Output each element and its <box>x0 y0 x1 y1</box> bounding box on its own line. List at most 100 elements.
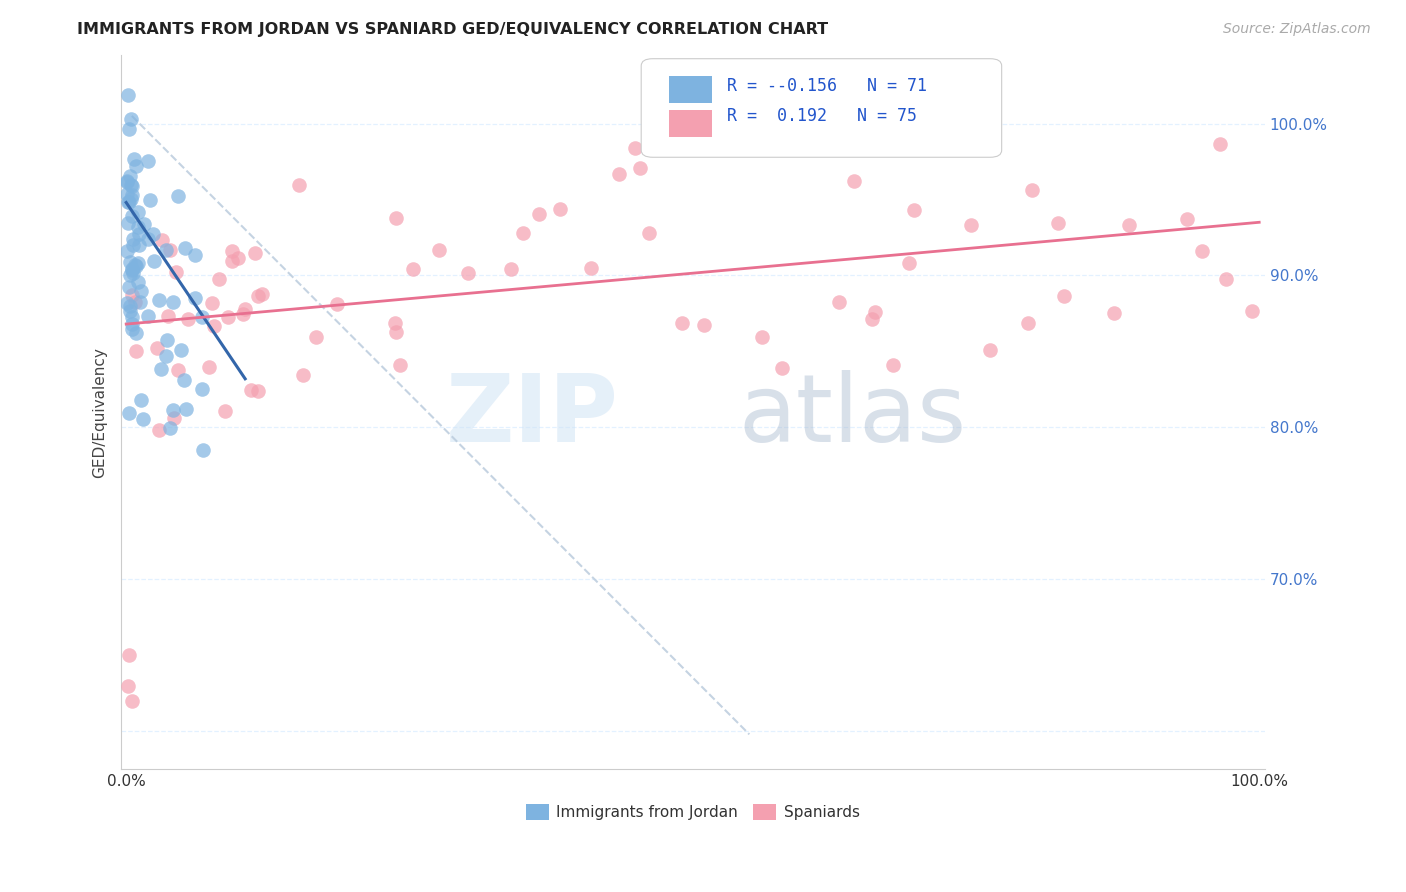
Point <box>214 403 236 417</box>
Point <box>115 244 138 258</box>
Point <box>233 301 256 316</box>
Point <box>232 307 254 321</box>
FancyBboxPatch shape <box>641 59 1001 157</box>
Point <box>131 412 153 426</box>
Point <box>384 316 406 330</box>
Point <box>228 251 250 265</box>
Point <box>979 343 1001 357</box>
Text: R = --0.156   N = 71: R = --0.156 N = 71 <box>727 77 927 95</box>
Point <box>751 329 773 343</box>
Point <box>122 232 145 246</box>
Point <box>148 293 170 307</box>
Point <box>385 211 408 225</box>
Point <box>145 342 167 356</box>
Point <box>388 358 411 372</box>
Point <box>115 175 138 189</box>
Point <box>139 193 162 207</box>
Point <box>125 160 148 174</box>
Point <box>132 218 155 232</box>
Point <box>1175 211 1198 226</box>
Point <box>127 256 149 270</box>
Point <box>162 403 184 417</box>
Point <box>120 255 142 269</box>
Point <box>120 303 142 318</box>
Point <box>960 219 983 233</box>
Point <box>384 325 406 339</box>
Point <box>165 265 187 279</box>
Point <box>125 326 148 341</box>
Point <box>457 266 479 280</box>
Point <box>1017 316 1039 330</box>
Point <box>177 312 200 326</box>
Point <box>501 261 523 276</box>
Point <box>173 373 195 387</box>
Point <box>129 284 152 298</box>
Point <box>305 330 328 344</box>
Point <box>121 209 143 223</box>
Point <box>121 310 143 324</box>
Point <box>121 178 143 193</box>
Point <box>173 240 195 254</box>
Point <box>128 227 150 241</box>
Point <box>122 152 145 166</box>
Point <box>166 188 188 202</box>
Point <box>122 237 145 252</box>
Point <box>129 393 152 408</box>
Point <box>550 202 572 216</box>
Point <box>897 256 920 270</box>
Point <box>217 310 239 324</box>
Point <box>624 141 647 155</box>
Point <box>903 203 925 218</box>
FancyBboxPatch shape <box>669 110 713 137</box>
Point <box>117 679 139 693</box>
Point <box>120 112 142 126</box>
Point <box>117 648 139 663</box>
Y-axis label: GED/Equivalency: GED/Equivalency <box>93 347 107 477</box>
Point <box>115 295 138 310</box>
Point <box>117 195 139 210</box>
Point <box>117 122 139 136</box>
Point <box>163 410 186 425</box>
Point <box>638 226 661 240</box>
Point <box>117 186 139 201</box>
Point <box>162 294 184 309</box>
Point <box>136 232 159 246</box>
Point <box>240 383 263 397</box>
Point <box>120 178 142 192</box>
Point <box>201 295 224 310</box>
Point <box>122 266 145 280</box>
Point <box>159 243 181 257</box>
Point <box>169 343 191 357</box>
Text: Source: ZipAtlas.com: Source: ZipAtlas.com <box>1223 22 1371 37</box>
Point <box>292 368 315 382</box>
Point <box>512 226 534 240</box>
Point <box>121 188 143 202</box>
Point <box>628 161 651 176</box>
Point <box>159 421 181 435</box>
Point <box>155 349 177 363</box>
Point <box>150 233 173 247</box>
Point <box>863 305 886 319</box>
Point <box>184 291 207 305</box>
Point <box>183 248 205 262</box>
Point <box>127 219 149 234</box>
Point <box>1102 306 1125 320</box>
Point <box>221 254 243 268</box>
Point <box>121 322 143 336</box>
Point <box>198 359 221 374</box>
Point <box>844 174 866 188</box>
Text: R =  0.192   N = 75: R = 0.192 N = 75 <box>727 107 917 125</box>
Point <box>125 259 148 273</box>
Point <box>142 227 165 241</box>
Point <box>121 694 143 708</box>
Point <box>121 288 143 302</box>
Point <box>245 246 267 260</box>
Point <box>136 154 159 169</box>
Point <box>527 207 550 221</box>
Point <box>579 260 602 275</box>
Point <box>121 317 143 331</box>
Point <box>148 423 170 437</box>
Point <box>166 363 188 377</box>
FancyBboxPatch shape <box>669 76 713 103</box>
Point <box>1241 304 1264 318</box>
